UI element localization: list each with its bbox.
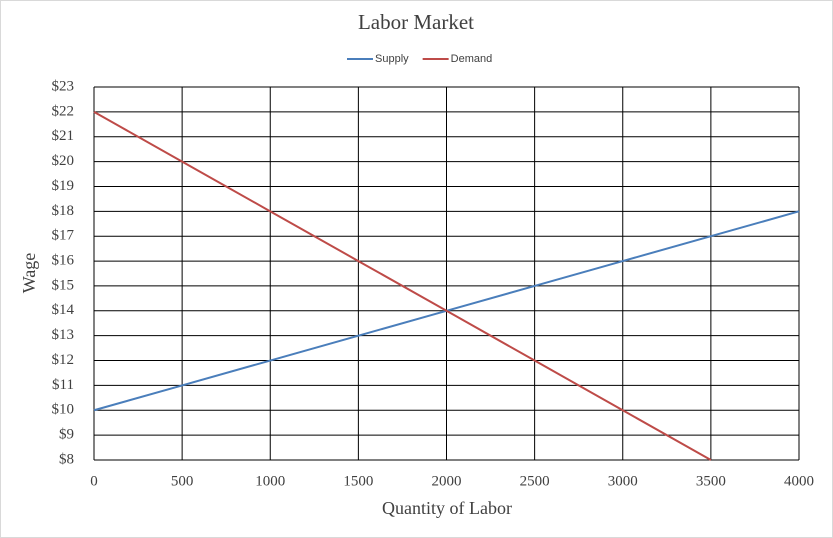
series-line bbox=[93, 110, 712, 461]
y-tick-label: $9 bbox=[59, 427, 74, 443]
x-tick-label: 2500 bbox=[520, 473, 550, 489]
y-tick-label: $21 bbox=[52, 128, 75, 144]
y-tick-label: $13 bbox=[52, 327, 75, 343]
y-tick-label: $20 bbox=[52, 153, 75, 169]
y-tick-label: $19 bbox=[52, 178, 75, 194]
y-tick-label: $11 bbox=[52, 377, 74, 393]
x-tick-label: 2000 bbox=[432, 473, 462, 489]
x-tick-label: 1000 bbox=[255, 473, 285, 489]
y-tick-label: $18 bbox=[52, 203, 75, 219]
x-tick-label: 1500 bbox=[343, 473, 373, 489]
y-tick-label: $10 bbox=[52, 402, 75, 418]
x-tick-label: 0 bbox=[90, 473, 98, 489]
legend-label: Supply bbox=[375, 53, 409, 65]
y-tick-label: $23 bbox=[52, 78, 75, 94]
y-tick-label: $15 bbox=[52, 277, 75, 293]
chart-title: Labor Market bbox=[358, 10, 474, 34]
y-tick-label: $8 bbox=[59, 451, 74, 467]
x-tick-label: 4000 bbox=[784, 473, 814, 489]
x-tick-label: 500 bbox=[171, 473, 194, 489]
x-axis-label: Quantity of Labor bbox=[382, 498, 512, 518]
y-tick-label: $12 bbox=[52, 352, 75, 368]
x-tick-label: 3000 bbox=[608, 473, 638, 489]
y-tick-label: $17 bbox=[52, 228, 75, 244]
y-axis-label: Wage bbox=[19, 253, 39, 294]
y-tick-label: $22 bbox=[52, 103, 75, 119]
x-tick-label: 3500 bbox=[696, 473, 726, 489]
legend-label: Demand bbox=[451, 53, 493, 65]
y-tick-label: $14 bbox=[52, 302, 75, 318]
y-tick-label: $16 bbox=[52, 253, 75, 269]
